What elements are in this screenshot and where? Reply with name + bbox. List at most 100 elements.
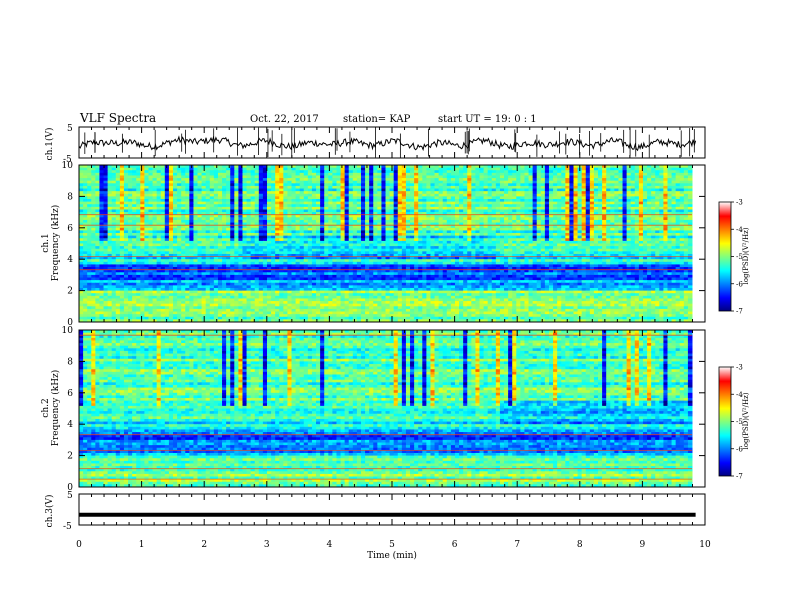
ch1-spectrogram-cell [532, 172, 538, 176]
ch1-spectrogram-cell [156, 201, 162, 205]
ch1-spectrogram-cell [160, 201, 166, 205]
ch1-spectrogram-cell [79, 201, 84, 205]
ch1-spectrogram-cell [91, 191, 96, 195]
ch1-spectrogram-cell [222, 196, 227, 200]
ch1-spectrogram-cell [602, 178, 607, 182]
ch1-spectrogram-cell [324, 199, 329, 203]
ch1-spectrogram-cell [459, 170, 464, 174]
ch1-spectrogram-cell [397, 201, 403, 205]
ch1-spectrogram-cell [381, 180, 386, 184]
ch1-spectrogram-cell [410, 170, 415, 174]
ch1-spectrogram-cell [548, 167, 554, 171]
ch1-spectrogram-cell [401, 183, 407, 187]
ch1-spectrogram-cell [336, 172, 342, 176]
ch1-spectrogram-cell [360, 172, 366, 176]
ch1-spectrogram-cell [197, 196, 203, 200]
ch1-spectrogram-cell [365, 199, 370, 203]
ch1-spectrogram-cell [91, 170, 96, 174]
ch1-spectrogram-cell [213, 172, 219, 176]
ch1-spectrogram-cell [177, 170, 182, 174]
ch1-spectrogram-cell [557, 165, 562, 169]
ch1-spectrogram-cell [172, 172, 178, 176]
ch1-spectrogram-cell [262, 188, 268, 192]
ch1-spectrogram-cell [647, 178, 652, 182]
ch1-spectrogram-cell [430, 201, 436, 205]
ch1-spectrogram-cell [642, 204, 648, 208]
ch1-spectrogram-cell [610, 183, 615, 187]
ch1-spectrogram-cell [132, 175, 137, 179]
ch1-spectrogram-cell [557, 183, 562, 187]
ch1-spectrogram-cell [405, 183, 411, 187]
ch1-spectrogram-cell [258, 196, 264, 200]
ch1-spectrogram-cell [209, 167, 215, 171]
ch1-spectrogram-cell [266, 188, 272, 192]
ch1-spectrogram-cell [381, 165, 386, 169]
ch1-spectrogram-cell [344, 196, 350, 200]
ch1-spectrogram-cell [610, 175, 615, 179]
ch1-spectrogram-cell [83, 167, 88, 171]
ch1-spectrogram-cell [356, 183, 362, 187]
ch1-spectrogram-cell [450, 191, 456, 195]
ch1-spectrogram-cell [430, 172, 436, 176]
ch1-spectrogram-cell [295, 201, 301, 205]
ch1-spectrogram-cell [230, 175, 235, 179]
ch1-spectrogram-cell [606, 175, 611, 179]
ch1-spectrogram-cell [209, 165, 215, 169]
ch1-spectrogram-cell [512, 167, 517, 171]
ch1-spectrogram-cell [642, 170, 648, 174]
ch1-spectrogram-cell [463, 183, 468, 187]
ch1-spectrogram-cell [226, 178, 231, 182]
ch1-spectrogram-cell [303, 201, 309, 205]
ch1-spectrogram-cell [655, 196, 660, 200]
ch1-spectrogram-cell [598, 199, 603, 203]
ch1-spectrogram-cell [209, 183, 215, 187]
ch1-spectrogram-cell [663, 178, 668, 182]
ch1-spectrogram-cell [369, 165, 374, 169]
ch1-spectrogram-cell [618, 199, 624, 203]
ch1-spectrogram-cell [557, 175, 562, 179]
ch1-spectrogram-cell [291, 196, 297, 200]
ch1-spectrogram-cell [185, 191, 190, 195]
ch1-spectrogram-cell [275, 193, 280, 197]
ch1-spectrogram-cell [593, 170, 599, 174]
ch1-spectrogram-cell [618, 170, 624, 174]
ch1-spectrogram-cell [148, 172, 154, 176]
ch1-spectrogram-cell [561, 201, 566, 205]
ch1-spectrogram-cell [467, 172, 472, 176]
ch1-spectrogram-cell [234, 193, 239, 197]
ch1-spectrogram-cell [254, 201, 260, 205]
ch1-spectrogram-cell [99, 170, 105, 174]
ch1-spectrogram-cell [410, 204, 415, 208]
ch1-spectrogram-cell [222, 180, 227, 184]
ch1-spectrogram-cell [205, 178, 211, 182]
ch1-spectrogram-cell [446, 167, 452, 171]
ch1-spectrogram-cell [454, 201, 460, 205]
ch1-spectrogram-cell [352, 196, 358, 200]
ch1-spectrogram-cell [610, 185, 615, 190]
ch1-spectrogram-cell [250, 185, 256, 190]
ch1-spectrogram-cell [540, 191, 546, 195]
date-label: Oct. 22, 2017 [250, 114, 319, 125]
ch1-spectrogram-cell [275, 183, 280, 187]
ch1-spectrogram-cell [516, 175, 521, 179]
ch1-spectrogram-cell [107, 165, 113, 169]
ch1-spectrogram-cell [291, 180, 297, 184]
ch1-spectrogram-cell [610, 178, 615, 182]
ch1-spectrogram-cell [360, 191, 366, 195]
ch1-spectrogram-cell [328, 191, 333, 195]
ch1-spectrogram-cell [385, 167, 391, 171]
ch1-spectrogram-cell [332, 172, 337, 176]
ch1-spectrogram-cell [381, 185, 386, 190]
ch1-spectrogram-cell [291, 172, 297, 176]
ch1-spectrogram-cell [254, 165, 260, 169]
ch1-spectrogram-cell [103, 185, 109, 190]
ch1-spectrogram-cell [553, 191, 558, 195]
ch1-spectrogram-cell [83, 185, 88, 190]
ch1-spectrogram-cell [381, 204, 386, 208]
ch1-spectrogram-cell [561, 165, 566, 169]
ch1-spectrogram-cell [422, 170, 427, 174]
ch1-spectrogram-cell [385, 180, 391, 184]
ch1-spectrogram-cell [91, 175, 96, 179]
ch1-spectrogram-cell [250, 175, 256, 179]
ch1-spectrogram-cell [209, 204, 215, 208]
